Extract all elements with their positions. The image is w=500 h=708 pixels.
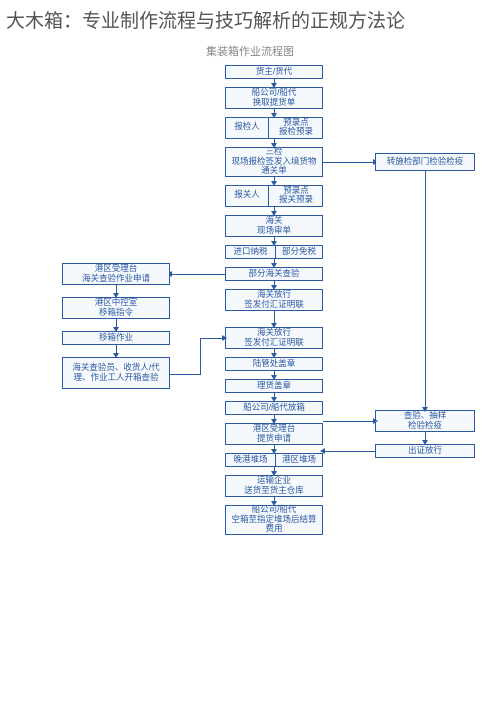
node-tax: 进口纳税 部分免税 (225, 245, 323, 259)
node-customs-prerecord: 报关人 预录点报关预录 (225, 185, 323, 207)
node-tax-left: 进口纳税 (226, 247, 275, 257)
node-inspect-right: 预录点报检预录 (270, 118, 322, 138)
node-yard: 晚港堆场 港区堆场 (225, 453, 323, 467)
node-tally-stamp: 理货盖章 (225, 379, 323, 393)
node-port-reception: 港区受理台提货申请 (225, 423, 323, 445)
chart-title: 集装箱作业流程图 (0, 43, 500, 59)
page-title: 大木箱：专业制作流程与技巧解析的正规方法论 (0, 0, 500, 41)
node-right-cert-release: 出证放行 (375, 444, 475, 458)
node-left-port-reception: 港区受理台海关查验作业申请 (62, 263, 170, 285)
node-partial-inspect: 部分海关查验 (225, 267, 323, 281)
node-customs-left: 报关人 (226, 190, 268, 200)
node-tax-right: 部分免税 (276, 247, 322, 257)
node-yard-right: 港区堆场 (276, 455, 322, 465)
node-empty-return: 船公司/船代空箱至指定堆场后结算费用 (225, 505, 323, 535)
node-inspect-prerecord: 报检人 预录点报检预录 (225, 117, 323, 139)
node-customs-release-1: 海关放行签发付汇证明联 (225, 289, 323, 311)
node-shipper: 货主/货代 (225, 65, 323, 79)
node-customs-review: 海关现场审单 (225, 215, 323, 237)
node-right-transfer-inspect: 转施检部门检验检疫 (375, 153, 475, 171)
flowchart-canvas: 货主/货代 船公司/船代换取提货单 报检人 预录点报检预录 三检现场报检签发入境… (0, 65, 500, 685)
node-left-open-inspect: 海关查验员、收货人/代理、作业工人开箱查验 (62, 357, 170, 389)
node-three-inspect: 三检现场报检签发入境货物通关单 (225, 147, 323, 177)
node-left-control-room: 港区中控室移箱指令 (62, 297, 170, 319)
node-release-box: 船公司/船代放箱 (225, 401, 323, 415)
node-transport: 运输企业送货至货主仓库 (225, 475, 323, 497)
node-inspect-left: 报检人 (226, 122, 268, 132)
node-ship-company-exchange: 船公司/船代换取提货单 (225, 87, 323, 109)
node-right-sample-inspect: 查验、抽样检验检疫 (375, 410, 475, 432)
node-yard-left: 晚港堆场 (226, 455, 275, 465)
node-left-move-box: 移箱作业 (62, 331, 170, 345)
node-land-mgmt-stamp: 陆管处盖章 (225, 357, 323, 371)
node-customs-right: 预录点报关预录 (270, 186, 322, 206)
node-customs-release-2: 海关放行签发付汇证明联 (225, 327, 323, 349)
